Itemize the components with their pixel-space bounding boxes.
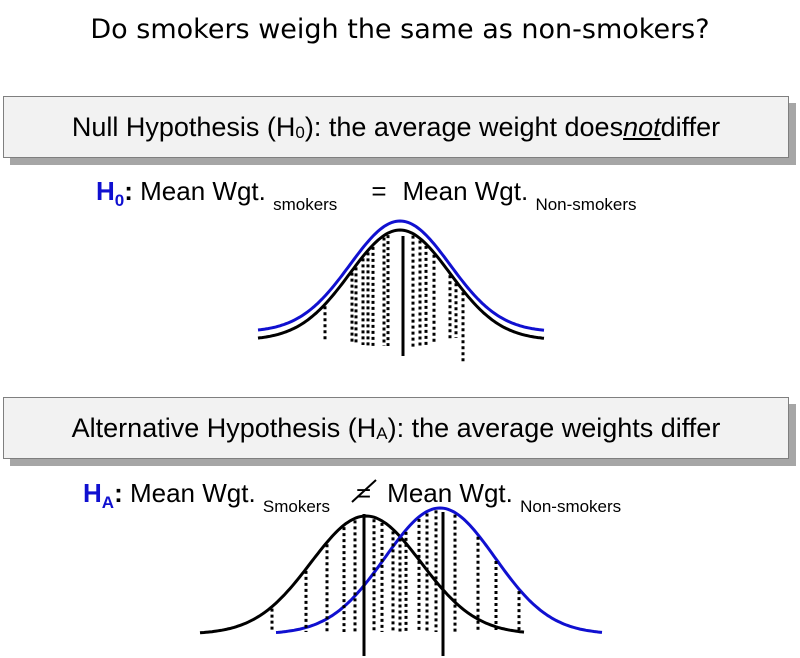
nonsmokers-alt-curve <box>275 506 603 634</box>
null-left-label: Mean Wgt. <box>132 176 274 206</box>
null-equation: H0: Mean Wgt. smokers = Mean Wgt. Non-smok… <box>96 176 637 214</box>
smokers-alt-curve <box>199 514 525 635</box>
alt-hypothesis-subscript: A <box>376 424 388 443</box>
smokers-null-curve <box>257 228 545 340</box>
null-hypothesis-emphasis: not <box>623 111 661 142</box>
alt-hypothesis-prefix: Alternative Hypothesis (H <box>71 412 377 443</box>
alt-symbol: HA: <box>83 478 123 512</box>
null-hypothesis-box: Null Hypothesis (H 0): the average weight… <box>3 96 789 158</box>
alt-left-label: Mean Wgt. <box>122 478 263 508</box>
null-hypothesis-suffix: differ <box>660 111 721 142</box>
null-hypothesis-prefix: Null Hypothesis (H <box>71 111 296 142</box>
page-title: Do smokers weigh the same as non-smokers… <box>90 14 710 45</box>
alt-distribution-group <box>199 506 603 656</box>
null-left-subscript: smokers <box>273 195 338 214</box>
alt-right-subscript: Non-smokers <box>520 497 622 516</box>
null-right-label: Mean Wgt. <box>402 176 536 206</box>
null-right-subscript: Non-smokers <box>535 195 637 214</box>
equals-sign: = <box>371 176 387 206</box>
alt-equation: HA: Mean Wgt. Smokers = Mean Wgt. Non-smok… <box>83 478 621 516</box>
not-equals-sign: = <box>351 478 377 509</box>
null-distribution-group <box>257 219 545 362</box>
null-hypothesis-subscript: 0 <box>295 123 305 142</box>
alt-hypothesis-suffix: ): the average weights differ <box>387 412 721 443</box>
null-symbol: H0: <box>96 176 133 210</box>
null-hypothesis-middle: ): the average weight does <box>304 111 624 142</box>
nonsmokers-null-curve <box>257 219 545 332</box>
alt-left-subscript: Smokers <box>262 497 330 516</box>
alternative-hypothesis-box: Alternative Hypothesis (H A): the average… <box>3 397 789 459</box>
alt-right-label: Mean Wgt. <box>387 478 521 508</box>
